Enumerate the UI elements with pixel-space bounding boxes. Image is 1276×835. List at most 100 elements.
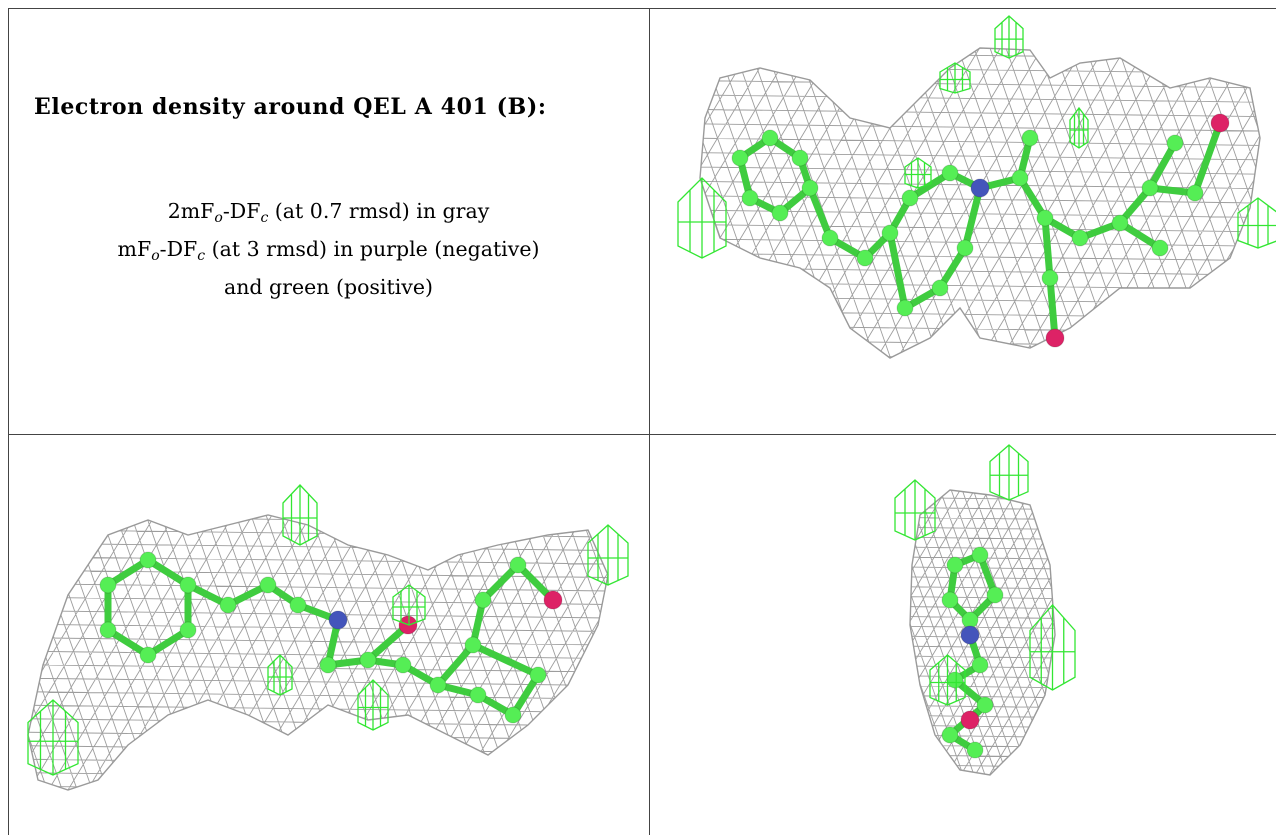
carbon-atom: [941, 726, 959, 744]
bond: [434, 641, 477, 689]
carbon-atom: [259, 576, 277, 594]
positive-difference-cage: [894, 479, 936, 541]
carbon-atom: [1021, 129, 1039, 147]
carbon-atom: [529, 666, 547, 684]
carbon-atom: [1041, 269, 1059, 287]
carbon-atom: [946, 556, 964, 574]
carbon-atom: [741, 189, 759, 207]
positive-difference-cage: [677, 177, 727, 259]
panel-side-view: [8, 435, 649, 835]
ligand-model-side: [99, 551, 563, 724]
bond: [479, 561, 522, 604]
legend-line-fo-fc: mFo-DFc (at 3 rmsd) in purple (negative): [117, 237, 540, 264]
oxygen-atom: [1210, 113, 1230, 133]
carbon-atom: [139, 646, 157, 664]
carbon-atom: [509, 556, 527, 574]
panel-front-view: [650, 8, 1276, 434]
carbon-atom: [986, 586, 1004, 604]
carbon-atom: [99, 576, 117, 594]
positive-difference-cage: [989, 444, 1029, 501]
carbon-atom: [1151, 239, 1169, 257]
positive-difference-cage: [282, 484, 318, 546]
table-border-middle: [8, 434, 1276, 435]
nitrogen-atom: [960, 625, 980, 645]
positive-difference-cage: [27, 699, 79, 776]
carbon-atom: [1071, 229, 1089, 247]
carbon-atom: [801, 179, 819, 197]
bond: [961, 184, 984, 252]
carbon-atom: [941, 591, 959, 609]
bond: [469, 641, 542, 679]
carbon-atom: [881, 224, 899, 242]
carbon-atom: [971, 546, 989, 564]
legend-line-2fo-fc: 2mFo-DFc (at 0.7 rmsd) in gray: [167, 199, 490, 226]
bond: [1146, 139, 1179, 192]
carbon-atom: [429, 676, 447, 694]
carbon-atom: [464, 636, 482, 654]
positive-difference-cage: [904, 157, 932, 189]
positive-difference-cage: [587, 524, 629, 586]
carbon-atom: [821, 229, 839, 247]
carbon-atom: [319, 656, 337, 674]
carbon-atom: [1186, 184, 1204, 202]
carbon-atom: [359, 651, 377, 669]
electron-density-end-view-icon: [894, 444, 1076, 776]
carbon-atom: [1111, 214, 1129, 232]
carbon-atom: [469, 686, 487, 704]
carbon-atom: [179, 576, 197, 594]
gray-density-mesh-3-outline: [909, 489, 1056, 776]
carbon-atom: [971, 656, 989, 674]
carbon-atom: [1141, 179, 1159, 197]
carbon-atom: [731, 149, 749, 167]
positive-difference-cage: [1029, 604, 1076, 691]
positive-difference-cage: [929, 654, 966, 706]
carbon-atom: [1011, 169, 1029, 187]
caption-legend: 2mFo-DFc (at 0.7 rmsd) in gray mFo-DFc (…: [8, 196, 649, 303]
electron-density-front-view-icon: [677, 15, 1276, 359]
carbon-atom: [771, 204, 789, 222]
positive-difference-cage: [1069, 106, 1089, 149]
carbon-atom: [856, 249, 874, 267]
carbon-atom: [946, 671, 964, 689]
figure-table: Electron density around QEL A 401 (B): 2…: [8, 8, 1276, 835]
panel-end-view: [650, 435, 1276, 835]
carbon-atom: [966, 741, 984, 759]
positive-difference-cage: [357, 679, 389, 731]
carbon-atom: [289, 596, 307, 614]
carbon-atom: [1166, 134, 1184, 152]
gray-density-mesh-1: [700, 48, 1260, 358]
carbon-atom: [394, 656, 412, 674]
gray-density-mesh-1-outline: [699, 47, 1261, 359]
electron-density-side-view-icon: [27, 484, 629, 791]
ligand-model-end: [941, 546, 1004, 759]
ligand-model-front: [731, 113, 1230, 348]
positive-difference-cage: [267, 654, 293, 696]
bond: [1191, 119, 1224, 197]
caption-cell: Electron density around QEL A 401 (B): 2…: [8, 8, 649, 434]
carbon-atom: [931, 279, 949, 297]
carbon-atom: [901, 189, 919, 207]
carbon-atom: [976, 696, 994, 714]
carbon-atom: [504, 706, 522, 724]
oxygen-atom: [543, 590, 563, 610]
positive-difference-cage: [939, 62, 971, 94]
oxygen-atom: [960, 710, 980, 730]
carbon-atom: [99, 621, 117, 639]
carbon-atom: [219, 596, 237, 614]
nitrogen-atom: [328, 610, 348, 630]
positive-difference-cage: [1237, 197, 1276, 249]
nitrogen-atom: [970, 178, 990, 198]
carbon-atom: [1036, 209, 1054, 227]
table-border-center: [649, 8, 650, 835]
carbon-atom: [139, 551, 157, 569]
bond: [1041, 214, 1054, 282]
carbon-atom: [474, 591, 492, 609]
bond: [886, 229, 909, 312]
carbon-atom: [956, 239, 974, 257]
bond: [1046, 274, 1059, 342]
carbon-atom: [179, 621, 197, 639]
carbon-atom: [896, 299, 914, 317]
table-border-top: [8, 8, 1276, 9]
carbon-atom: [791, 149, 809, 167]
oxygen-atom: [1045, 328, 1065, 348]
